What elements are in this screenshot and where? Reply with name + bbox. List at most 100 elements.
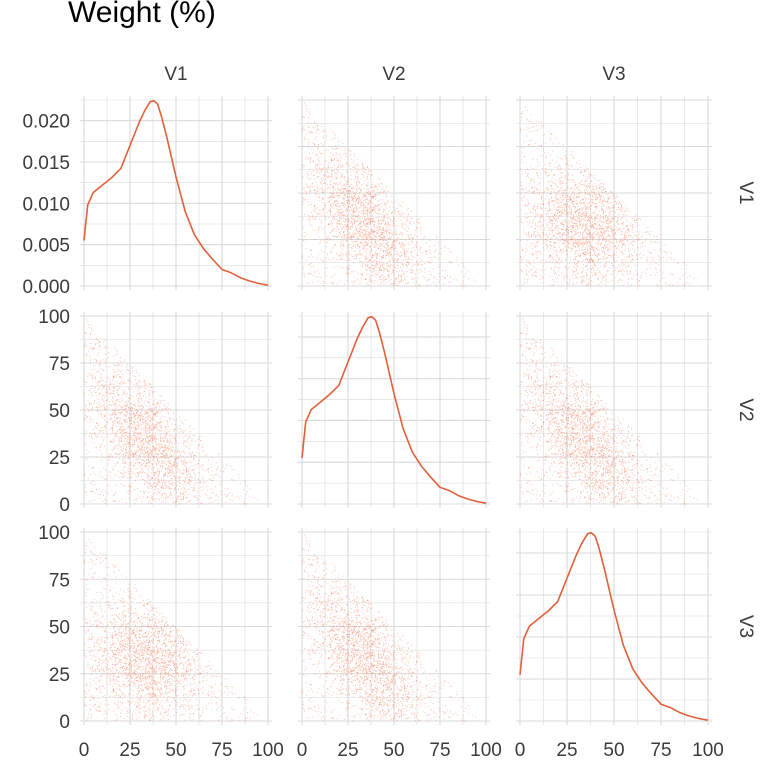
data-point [543, 235, 545, 237]
data-point [670, 257, 672, 258]
data-point [367, 234, 369, 236]
data-point [594, 272, 596, 274]
data-point [324, 260, 326, 262]
data-point [586, 236, 588, 238]
data-point [401, 242, 403, 244]
data-point [612, 235, 614, 237]
data-point [613, 237, 615, 239]
data-point [567, 240, 569, 242]
data-point [565, 150, 567, 152]
data-point [556, 209, 558, 211]
data-point [610, 209, 612, 211]
data-point [447, 274, 448, 276]
data-point [383, 219, 385, 221]
data-point [303, 125, 305, 127]
data-point [345, 240, 347, 242]
data-point [309, 190, 311, 192]
data-point [351, 281, 353, 283]
data-point [428, 278, 430, 280]
data-point [539, 190, 541, 192]
data-point [608, 215, 610, 217]
data-point [641, 272, 643, 274]
data-point [390, 273, 392, 274]
data-point [354, 244, 356, 246]
data-point [610, 196, 612, 197]
data-point [646, 259, 648, 261]
data-point [605, 240, 607, 242]
data-point [365, 211, 367, 213]
data-point [375, 236, 377, 238]
data-point [313, 271, 315, 273]
data-point [417, 277, 419, 279]
data-point [346, 272, 348, 274]
data-point [334, 214, 336, 216]
data-point [342, 243, 344, 245]
data-point [389, 229, 391, 231]
data-point [365, 265, 367, 267]
data-point [562, 194, 564, 196]
data-point [607, 194, 609, 196]
data-point [558, 218, 560, 220]
data-point [585, 213, 587, 214]
data-point [359, 235, 361, 237]
data-point [382, 280, 384, 282]
data-point [609, 222, 611, 224]
data-point [551, 133, 553, 135]
data-point [308, 142, 310, 143]
data-point [377, 240, 379, 241]
data-point [654, 241, 656, 243]
data-point [322, 179, 324, 181]
data-point [623, 242, 625, 244]
data-point [550, 209, 552, 211]
data-point [663, 257, 664, 258]
data-point [322, 192, 324, 194]
data-point [428, 261, 430, 263]
data-point [346, 228, 347, 230]
data-point [314, 205, 316, 207]
data-point [357, 212, 359, 214]
data-point [407, 248, 409, 250]
data-point [394, 267, 396, 269]
data-point [386, 214, 388, 216]
data-point [664, 251, 666, 253]
data-point [386, 240, 388, 242]
data-point [588, 206, 590, 208]
data-point [381, 259, 383, 261]
data-point [328, 172, 330, 174]
data-point [315, 164, 317, 166]
data-point [386, 217, 388, 219]
data-point [542, 247, 544, 249]
data-point [397, 202, 399, 204]
data-point [359, 199, 361, 201]
data-point [604, 238, 606, 240]
data-point [403, 253, 405, 255]
data-point [419, 285, 420, 287]
data-point [622, 284, 624, 286]
data-point [359, 217, 361, 219]
data-point [633, 240, 635, 242]
data-point [597, 244, 599, 246]
data-point [369, 218, 371, 219]
data-point [593, 211, 595, 213]
data-point [580, 234, 581, 236]
data-point [340, 240, 342, 242]
data-point [306, 111, 307, 113]
data-point [364, 256, 366, 258]
data-point [527, 224, 529, 226]
data-point [553, 229, 555, 231]
data-point [560, 166, 562, 168]
data-point [580, 207, 582, 209]
data-point [372, 209, 374, 210]
data-point [560, 259, 562, 261]
data-point [381, 188, 383, 190]
data-point [335, 189, 336, 191]
data-point [319, 188, 321, 190]
data-point [570, 230, 572, 232]
data-point [599, 265, 601, 267]
data-point [354, 204, 356, 206]
data-point [329, 232, 331, 234]
data-point [572, 226, 574, 228]
data-point [567, 235, 569, 237]
data-point [313, 170, 314, 172]
data-point [596, 272, 598, 274]
